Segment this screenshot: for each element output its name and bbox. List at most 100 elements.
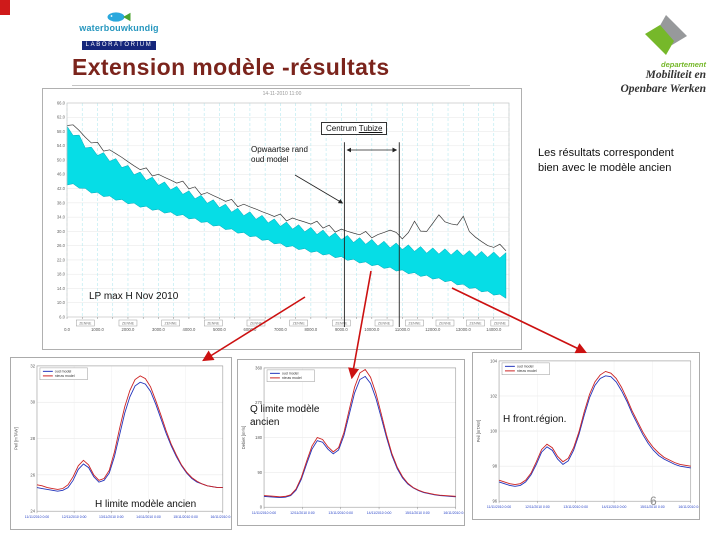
mow-logo: departement Mobiliteit en Openbare Werke… bbox=[576, 12, 706, 97]
svg-text:13/11/2010 0:00: 13/11/2010 0:00 bbox=[328, 511, 353, 515]
svg-text:ZENNE: ZENNE bbox=[469, 322, 482, 326]
waterbouwkundig-logo: waterbouwkundig LABORATORIUM bbox=[74, 10, 164, 51]
centrum-word: Centrum bbox=[326, 124, 359, 133]
svg-text:oud model: oud model bbox=[282, 372, 299, 376]
svg-text:0: 0 bbox=[260, 505, 263, 510]
svg-text:ZENNE: ZENNE bbox=[494, 322, 507, 326]
svg-text:14000.0: 14000.0 bbox=[486, 327, 502, 332]
svg-text:6.0: 6.0 bbox=[59, 314, 65, 319]
result-note: Les résultats correspondent bien avec le… bbox=[538, 147, 674, 175]
profile-chart-header: 14-11-2010 11:00 bbox=[262, 91, 302, 97]
mow-diamond-icon bbox=[645, 15, 687, 55]
departement-label: departement bbox=[660, 60, 706, 69]
svg-text:Debiet [m³/s]: Debiet [m³/s] bbox=[241, 426, 246, 449]
svg-text:15/11/2010 0:00: 15/11/2010 0:00 bbox=[640, 505, 665, 509]
svg-text:11/11/2010 0:00: 11/11/2010 0:00 bbox=[252, 511, 276, 515]
svg-text:13/11/2010 0:00: 13/11/2010 0:00 bbox=[99, 515, 124, 519]
svg-text:24: 24 bbox=[30, 509, 35, 514]
tubize-word: Tubize bbox=[358, 124, 383, 133]
svg-text:38.0: 38.0 bbox=[57, 200, 66, 205]
svg-text:26.0: 26.0 bbox=[57, 243, 66, 248]
fish-icon bbox=[107, 12, 131, 22]
svg-text:ZENNE: ZENNE bbox=[122, 322, 135, 326]
svg-text:102: 102 bbox=[490, 393, 498, 398]
chart-h-front-region: 96 98 100 102 104 11/11/2010 0:00 12/11/2010 0… bbox=[472, 352, 700, 520]
svg-text:9000.0: 9000.0 bbox=[335, 327, 348, 332]
svg-text:nieuw model: nieuw model bbox=[55, 374, 75, 378]
svg-text:62.0: 62.0 bbox=[57, 115, 66, 120]
svg-text:50.0: 50.0 bbox=[57, 157, 66, 162]
svg-text:ZENNE: ZENNE bbox=[378, 322, 391, 326]
svg-text:Peil [mTAW]: Peil [mTAW] bbox=[14, 427, 19, 450]
svg-text:10.0: 10.0 bbox=[57, 300, 66, 305]
svg-text:54.0: 54.0 bbox=[57, 143, 66, 148]
svg-text:360: 360 bbox=[255, 365, 263, 370]
page-number: 6 bbox=[650, 494, 657, 508]
profile-plot-area: 6.0 10.0 14.0 18.0 22.0 26.0 30.0 34.0 38.0 42.0 4… bbox=[57, 100, 510, 332]
svg-text:66.0: 66.0 bbox=[57, 100, 66, 105]
svg-text:oud model: oud model bbox=[517, 365, 534, 369]
logo-sub-label: LABORATORIUM bbox=[81, 40, 157, 50]
svg-text:12000.0: 12000.0 bbox=[425, 327, 441, 332]
svg-text:13/11/2010 0:00: 13/11/2010 0:00 bbox=[563, 505, 588, 509]
longitudinal-profile-chart: 6.0 10.0 14.0 18.0 22.0 26.0 30.0 34.0 38.0 42.0 4… bbox=[42, 88, 522, 350]
svg-text:7000.0: 7000.0 bbox=[274, 327, 287, 332]
svg-text:42.0: 42.0 bbox=[57, 186, 66, 191]
svg-text:16/11/2010 0:00: 16/11/2010 0:00 bbox=[211, 515, 231, 519]
svg-text:4000.0: 4000.0 bbox=[183, 327, 196, 332]
svg-text:13000.0: 13000.0 bbox=[456, 327, 472, 332]
svg-text:104: 104 bbox=[490, 358, 498, 363]
svg-text:14/11/2010 0:00: 14/11/2010 0:00 bbox=[602, 505, 627, 509]
svg-text:90: 90 bbox=[257, 470, 262, 475]
svg-text:8000.0: 8000.0 bbox=[304, 327, 317, 332]
svg-text:11/11/2010 0:00: 11/11/2010 0:00 bbox=[25, 515, 49, 519]
svg-text:34.0: 34.0 bbox=[57, 215, 66, 220]
svg-text:15/11/2010 0:00: 15/11/2010 0:00 bbox=[173, 515, 198, 519]
svg-text:30: 30 bbox=[30, 400, 35, 405]
svg-text:ZENNE: ZENNE bbox=[250, 322, 263, 326]
q-limite-plot: 0 90 180 270 360 11/11/2010 0:00 12/11/2010 0:… bbox=[241, 365, 464, 515]
svg-text:ZENNE: ZENNE bbox=[207, 322, 220, 326]
svg-text:14/11/2010 0:00: 14/11/2010 0:00 bbox=[136, 515, 161, 519]
svg-text:270: 270 bbox=[255, 400, 263, 405]
svg-text:16/11/2010 0:00: 16/11/2010 0:00 bbox=[678, 505, 699, 509]
svg-text:3000.0: 3000.0 bbox=[152, 327, 165, 332]
slide-title: Extension modèle -résultats bbox=[72, 54, 390, 80]
svg-text:98: 98 bbox=[492, 464, 497, 469]
logo-name-label: waterbouwkundig bbox=[79, 23, 159, 33]
h-limite-plot: 24 26 28 30 32 11/11/2010 0:00 12/11/2010 0:00… bbox=[14, 363, 231, 519]
svg-text:6000.0: 6000.0 bbox=[243, 327, 256, 332]
svg-text:0.0: 0.0 bbox=[64, 327, 70, 332]
svg-text:11/11/2010 0:00: 11/11/2010 0:00 bbox=[487, 505, 511, 509]
svg-text:14/11/2010 0:00: 14/11/2010 0:00 bbox=[367, 511, 392, 515]
mow-line1: Mobiliteit en bbox=[645, 69, 706, 81]
chart-caption-h-front: H front.région. bbox=[503, 414, 567, 425]
annotation-lp-max: LP max H Nov 2010 bbox=[89, 291, 179, 302]
svg-text:1000.0: 1000.0 bbox=[91, 327, 104, 332]
chart-caption-h-limite: H limite modèle ancien bbox=[95, 499, 197, 510]
svg-text:100: 100 bbox=[490, 428, 498, 433]
svg-text:22.0: 22.0 bbox=[57, 257, 66, 262]
chart-h-limite: 24 26 28 30 32 11/11/2010 0:00 12/11/2010 0:00… bbox=[10, 357, 232, 530]
svg-text:12/11/2010 0:00: 12/11/2010 0:00 bbox=[290, 511, 315, 515]
svg-text:58.0: 58.0 bbox=[57, 129, 66, 134]
svg-text:ZENNE: ZENNE bbox=[79, 322, 92, 326]
svg-text:30.0: 30.0 bbox=[57, 229, 66, 234]
svg-text:11000.0: 11000.0 bbox=[395, 327, 410, 332]
corner-accent bbox=[0, 0, 10, 15]
svg-text:28: 28 bbox=[30, 436, 35, 441]
h-front-region-plot: 96 98 100 102 104 11/11/2010 0:00 12/11/2010 0… bbox=[476, 358, 699, 509]
svg-text:15/11/2010 0:00: 15/11/2010 0:00 bbox=[405, 511, 430, 515]
annotation-centrum-tubize: Centrum Tubize bbox=[321, 122, 388, 135]
svg-text:180: 180 bbox=[255, 435, 263, 440]
svg-text:Peil [mTAW]: Peil [mTAW] bbox=[476, 420, 481, 442]
svg-text:ZENNE: ZENNE bbox=[165, 322, 178, 326]
svg-text:nieuw model: nieuw model bbox=[282, 376, 302, 380]
chart-q-limite: 0 90 180 270 360 11/11/2010 0:00 12/11/2010 0:… bbox=[237, 359, 465, 526]
svg-text:nieuw model: nieuw model bbox=[517, 369, 537, 373]
svg-text:ZENNE: ZENNE bbox=[335, 322, 348, 326]
svg-text:96: 96 bbox=[492, 499, 497, 504]
svg-text:ZENNE: ZENNE bbox=[439, 322, 452, 326]
svg-text:14.0: 14.0 bbox=[57, 286, 66, 291]
